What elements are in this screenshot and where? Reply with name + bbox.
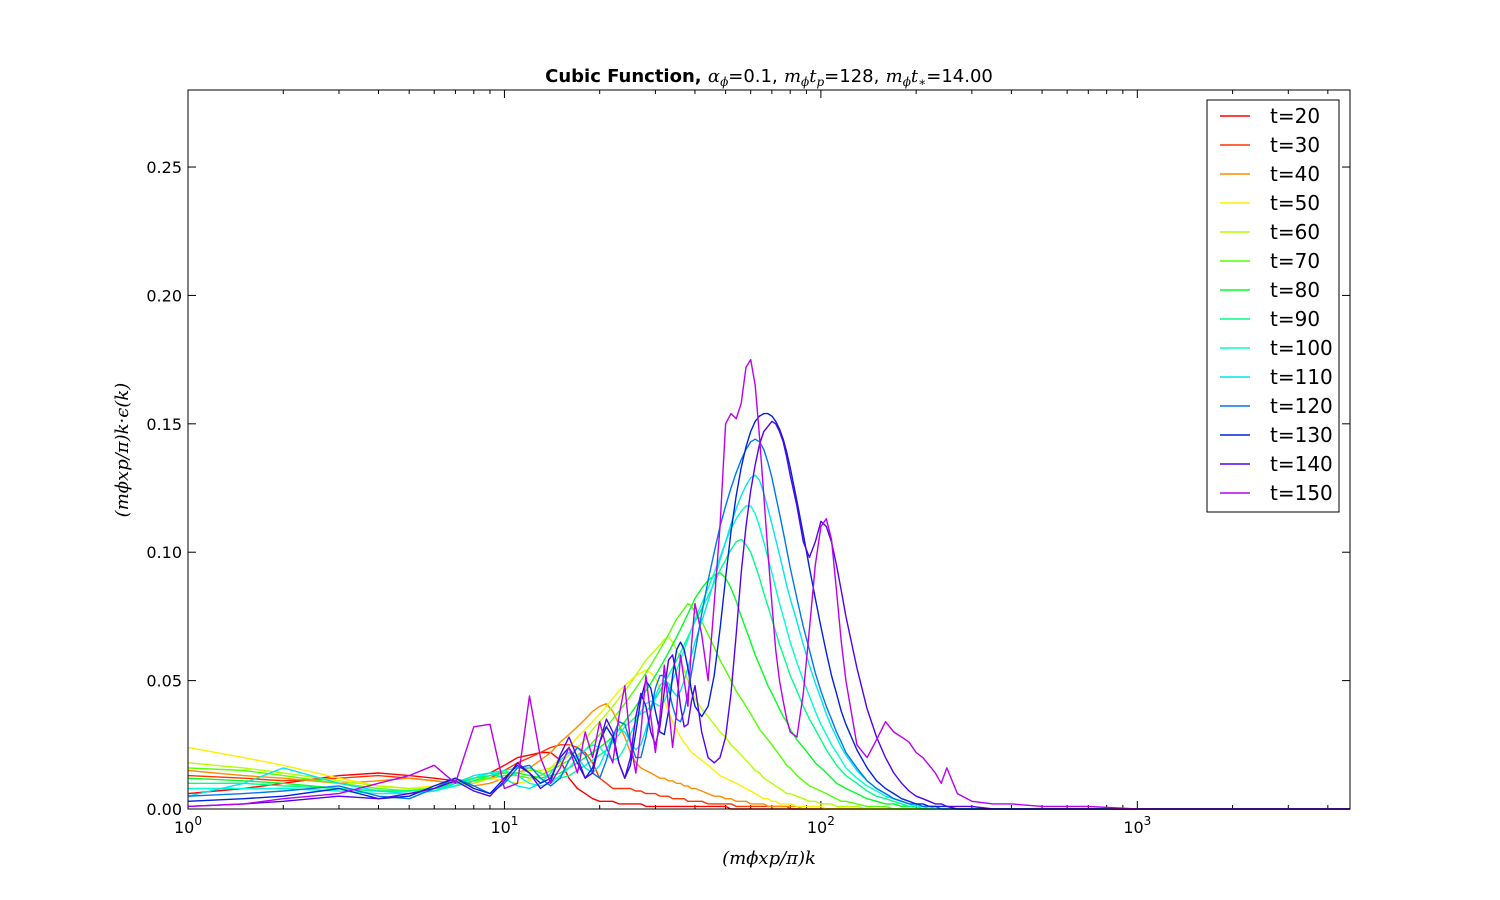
- series-line-t-90: [188, 538, 1350, 810]
- x-axis-label: (mϕxp/π)k: [722, 848, 816, 869]
- legend-label: t=120: [1270, 394, 1333, 418]
- x-tick-base: 10: [807, 818, 827, 837]
- legend: t=20 t=30 t=40 t=50 t=60 t=70 t=80 t=90 t=100 t=1…: [1206, 99, 1340, 513]
- chart-title-t-sub: p: [816, 75, 824, 89]
- x-tick-base: 10: [1123, 818, 1143, 837]
- series-line-t-100: [188, 505, 1350, 810]
- legend-label: t=130: [1270, 423, 1333, 447]
- axis-ticks: [187, 90, 1350, 810]
- legend-label: t=80: [1270, 278, 1320, 302]
- legend-label: t=90: [1270, 307, 1320, 331]
- chart-title-m-sub: ϕ: [801, 75, 809, 89]
- series-line-t-110: [187, 474, 1350, 810]
- y-tick-label: 0.00: [146, 800, 182, 819]
- legend-box: [1206, 99, 1340, 513]
- legend-label: t=140: [1270, 452, 1333, 476]
- legend-label: t=110: [1270, 365, 1333, 389]
- legend-label: t=100: [1270, 336, 1333, 360]
- series-layer: [187, 358, 1350, 810]
- x-tick-label: 102: [807, 814, 835, 837]
- legend-label: t=70: [1270, 249, 1320, 273]
- chart-title-m2-sub: ϕ: [903, 75, 911, 89]
- legend-label: t=30: [1270, 133, 1320, 157]
- legend-label: t=50: [1270, 191, 1320, 215]
- series-line-t-150: [187, 358, 1350, 810]
- chart-title-t2-sub: ∗: [918, 75, 926, 89]
- legend-label: t=60: [1270, 220, 1320, 244]
- x-tick-base: 10: [490, 818, 510, 837]
- series-line-t-60: [187, 636, 1350, 810]
- chart-title-bold: Cubic Function,: [545, 66, 702, 87]
- series-line-t-130: [187, 412, 1350, 810]
- series-line-t-140: [187, 420, 1350, 810]
- x-tick-label: 101: [490, 814, 518, 837]
- chart-title-tp-value: =128,: [824, 66, 879, 87]
- chart-title-tstar-value: =14.00: [926, 66, 993, 87]
- x-tick-exponent: 2: [827, 814, 835, 828]
- y-tick-label: 0.20: [146, 286, 182, 305]
- plot-area: [187, 89, 1351, 810]
- y-tick-label: 0.25: [146, 158, 182, 177]
- chart-title-t2: t: [911, 66, 919, 87]
- chart-title-alpha-sub: ϕ: [720, 75, 728, 89]
- chart-title-m2: m: [886, 66, 903, 87]
- x-tick-label: 103: [1123, 814, 1151, 837]
- x-tick-base: 10: [174, 818, 194, 837]
- y-tick-label: 0.05: [146, 672, 182, 691]
- y-tick-label: 0.15: [146, 415, 182, 434]
- x-tick-exponent: 3: [1144, 814, 1152, 828]
- x-tick-label: 100: [174, 814, 202, 837]
- y-tick-label: 0.10: [146, 543, 182, 562]
- chart-title-alpha-value: =0.1,: [728, 66, 777, 87]
- y-axis-label: (mϕxp/π)k·ϵ(k): [112, 383, 133, 518]
- chart-title-m: m: [784, 66, 801, 87]
- chart-title: Cubic Function, αϕ=0.1, mϕtp=128, mϕt∗=1…: [545, 66, 993, 89]
- series-line-t-70: [187, 602, 1350, 810]
- x-tick-exponent: 1: [511, 814, 519, 828]
- chart-title-t: t: [809, 66, 817, 87]
- legend-label: t=20: [1270, 104, 1320, 128]
- x-tick-exponent: 0: [194, 814, 202, 828]
- series-line-t-120: [187, 438, 1350, 810]
- legend-label: t=40: [1270, 162, 1320, 186]
- legend-label: t=150: [1270, 481, 1333, 505]
- chart-title-alpha: α: [708, 66, 720, 87]
